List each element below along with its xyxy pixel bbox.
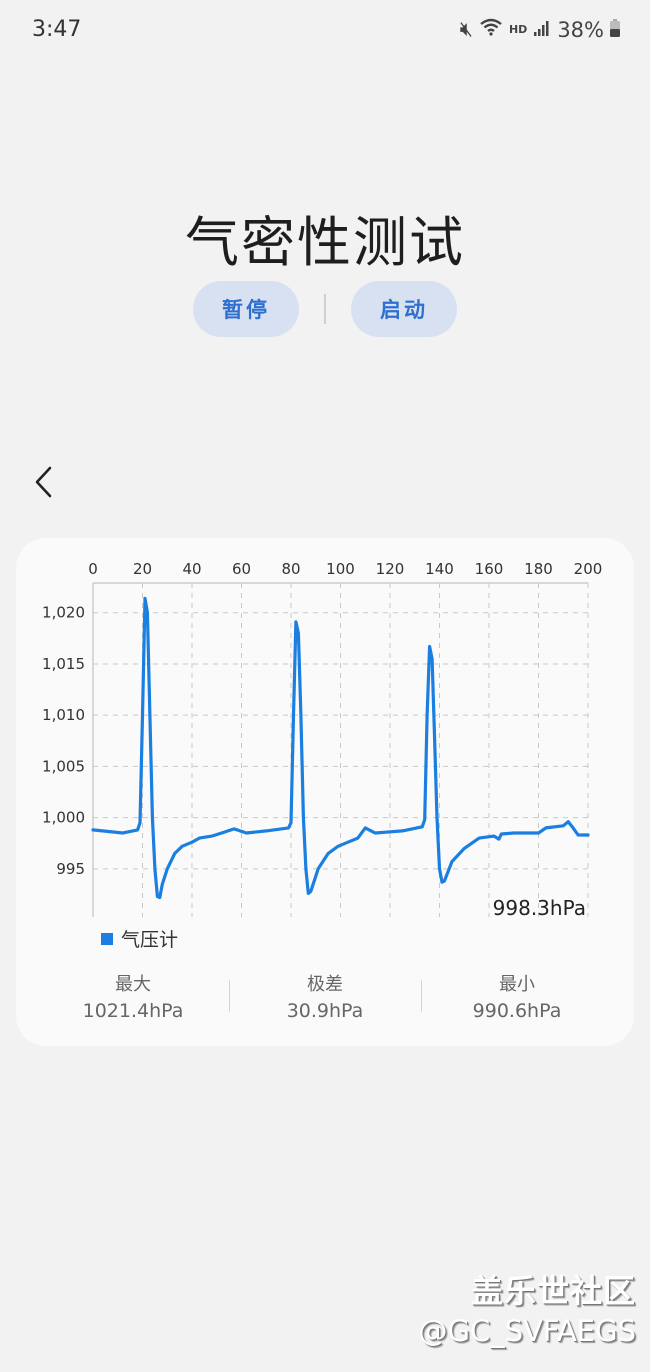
watermark-handle: @GC_SVFAEGS (418, 1314, 636, 1348)
y-tick-label: 1,000 (42, 809, 85, 827)
x-tick-label: 120 (376, 560, 405, 578)
divider (229, 980, 230, 1012)
stat-value: 990.6hPa (472, 1000, 562, 1022)
page-title: 气密性测试 (185, 211, 465, 274)
x-tick-label: 100 (326, 560, 355, 578)
stat-max: 最大 1021.4hPa (43, 970, 223, 1022)
x-tick-label: 20 (133, 560, 152, 578)
x-tick-label: 160 (475, 560, 504, 578)
x-tick-label: 180 (524, 560, 553, 578)
y-tick-label: 1,010 (42, 706, 85, 724)
battery-icon (610, 18, 620, 42)
stat-label: 最小 (499, 974, 535, 995)
back-button[interactable] (30, 462, 60, 502)
series-line (91, 596, 590, 900)
clock: 3:47 (32, 17, 82, 42)
battery-percent: 38% (557, 17, 604, 42)
x-tick-label: 60 (232, 560, 251, 578)
wifi-icon (479, 17, 503, 42)
legend-swatch (101, 932, 113, 945)
chevron-left-icon (35, 466, 52, 498)
current-value-label: 998.3hPa (493, 896, 586, 920)
x-tick-label: 40 (182, 560, 201, 578)
pause-button[interactable]: 暂停 (193, 281, 299, 337)
stat-min: 最小 990.6hPa (427, 970, 607, 1022)
chart-card (16, 538, 634, 1046)
x-tick-label: 80 (281, 560, 300, 578)
x-tick-label: 0 (88, 560, 98, 578)
watermark-community: 盖乐世社区 (470, 1272, 636, 1310)
network-type: HD (508, 23, 528, 36)
legend: 气压计 (101, 925, 178, 952)
x-tick-label: 140 (425, 560, 454, 578)
start-button[interactable]: 启动 (351, 281, 457, 337)
divider (324, 294, 326, 324)
divider (421, 980, 422, 1012)
stat-value: 30.9hPa (286, 1000, 364, 1022)
mute-icon: 🔇︎ (459, 17, 473, 41)
y-tick-label: 995 (56, 860, 85, 878)
status-bar: 3:47 🔇︎ HD 38% (0, 0, 650, 60)
signal-icon (533, 18, 551, 42)
stat-label: 最大 (115, 974, 151, 995)
y-tick-label: 1,020 (42, 604, 85, 622)
stat-range: 极差 30.9hPa (235, 970, 415, 1022)
x-tick-label: 200 (574, 560, 603, 578)
y-tick-label: 1,015 (42, 655, 85, 673)
legend-label: 气压计 (121, 929, 179, 951)
y-tick-label: 1,005 (42, 757, 85, 775)
stat-value: 1021.4hPa (82, 1000, 184, 1022)
stat-label: 极差 (307, 974, 343, 995)
